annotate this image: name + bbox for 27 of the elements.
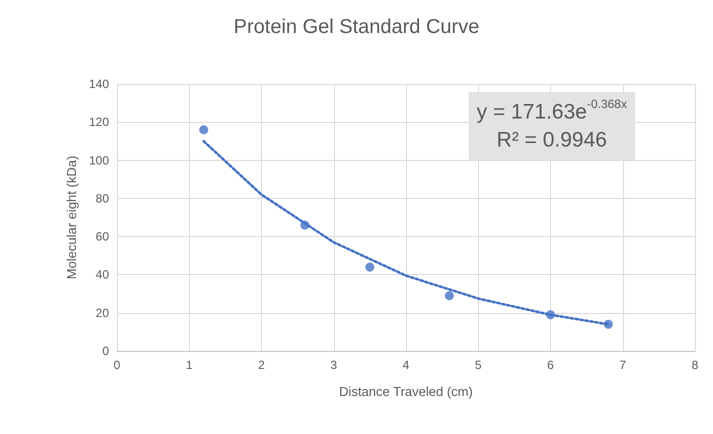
y-axis-title: Molecular eight (kDa): [64, 156, 80, 280]
x-tick-label: 4: [402, 358, 410, 372]
x-tick-label: 1: [186, 358, 193, 372]
point: [300, 220, 310, 230]
y-tick-label: 80: [96, 191, 110, 206]
y-tick-label: 20: [96, 306, 110, 320]
x-tick-label: 0: [114, 358, 121, 372]
x-tick-label: 3: [330, 358, 338, 372]
y-tick-label: 0: [102, 344, 110, 358]
x-tick-label: 2: [258, 358, 266, 372]
point: [546, 310, 555, 320]
x-tick-label: 5: [474, 358, 482, 372]
x-tick-label: 6: [547, 358, 554, 372]
point: [365, 262, 374, 272]
x-axis-title: Distance Traveled (cm): [339, 384, 473, 399]
y-tick-label: 120: [88, 115, 110, 130]
y-tick-label: 40: [96, 268, 110, 282]
point: [199, 125, 208, 134]
point: [444, 291, 454, 300]
y-tick-label: 140: [88, 77, 110, 91]
point: [604, 320, 613, 329]
y-tick-label: 100: [88, 153, 110, 168]
chart-title: Protein Gel Standard Curve: [234, 16, 480, 38]
x-tick-label: 7: [619, 358, 626, 372]
annotation: R² = 0.9946: [496, 128, 607, 152]
y-tick-label: 60: [96, 230, 110, 244]
x-tick-label: 8: [692, 358, 699, 372]
